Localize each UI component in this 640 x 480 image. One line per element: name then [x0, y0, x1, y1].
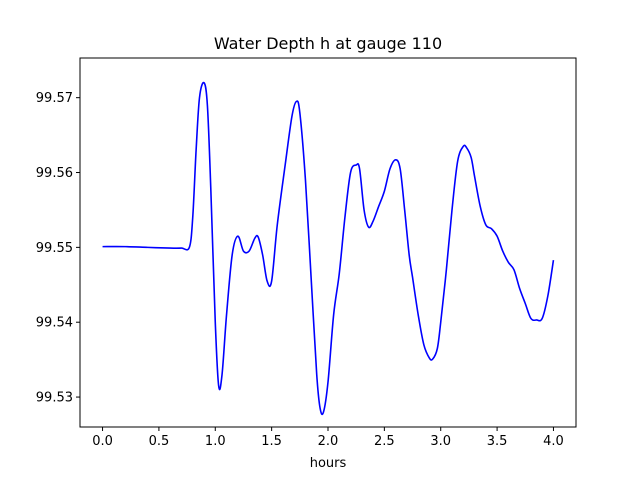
- y-tick-label: 99.55: [36, 241, 73, 256]
- chart-title: Water Depth h at gauge 110: [214, 34, 442, 53]
- x-tick-label: 3.5: [487, 434, 508, 449]
- x-tick-label: 4.0: [543, 434, 564, 449]
- x-tick-label: 0.5: [149, 434, 170, 449]
- y-tick-label: 99.56: [36, 166, 73, 181]
- x-tick-label: 2.5: [374, 434, 395, 449]
- x-tick-label: 0.0: [92, 434, 113, 449]
- plot-layer: 0.0 0.5 1.0 1.5 2.0 2.5 3.0 3.5 4.0 99.53 99.54 99.…: [36, 57, 577, 449]
- x-tick-label: 3.0: [430, 434, 451, 449]
- series-line-0: [102, 81, 555, 416]
- x-tick-label: 1.5: [261, 434, 282, 449]
- y-tick-label: 99.54: [36, 316, 73, 331]
- y-tick-label: 99.57: [36, 91, 73, 106]
- y-tick-label: 99.53: [36, 391, 73, 406]
- x-axis-label: hours: [310, 456, 347, 471]
- x-tick-label: 2.0: [318, 434, 339, 449]
- x-tick-label: 1.0: [205, 434, 226, 449]
